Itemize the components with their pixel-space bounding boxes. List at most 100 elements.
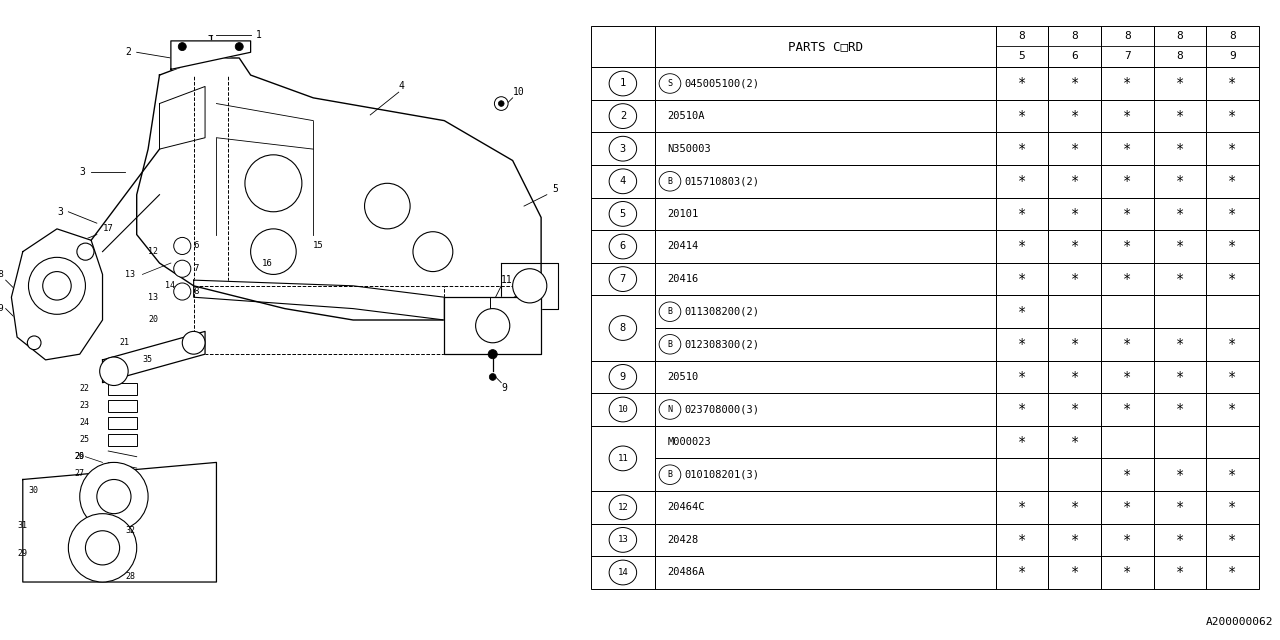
Circle shape [28, 257, 86, 314]
Bar [1153, 198, 1206, 230]
Bar [655, 263, 996, 296]
Text: *: * [1070, 272, 1079, 286]
Bar [1153, 426, 1206, 458]
Text: 10: 10 [617, 405, 628, 414]
Text: *: * [1018, 500, 1027, 515]
Text: 8: 8 [1124, 31, 1130, 41]
Circle shape [494, 97, 508, 110]
Bar [1048, 491, 1101, 524]
Text: *: * [1229, 207, 1236, 221]
Circle shape [27, 336, 41, 349]
Bar [996, 328, 1048, 360]
Bar [591, 230, 655, 263]
Bar [591, 67, 655, 100]
Bar [1206, 491, 1258, 524]
Text: 3: 3 [79, 167, 86, 177]
Bar [591, 426, 655, 491]
Text: *: * [1018, 77, 1027, 90]
Circle shape [476, 308, 509, 343]
Text: 10: 10 [512, 87, 525, 97]
Text: *: * [1175, 141, 1184, 156]
Bar [996, 524, 1048, 556]
Text: *: * [1175, 500, 1184, 515]
Bar [591, 100, 655, 132]
Text: 8: 8 [1176, 51, 1183, 61]
Bar [996, 360, 1048, 393]
Bar [655, 165, 996, 198]
Bar [1101, 458, 1153, 491]
Text: *: * [1229, 337, 1236, 351]
Text: *: * [1229, 500, 1236, 515]
Text: *: * [1018, 272, 1027, 286]
Bar [1048, 360, 1101, 393]
Text: *: * [1070, 337, 1079, 351]
Bar [655, 26, 996, 67]
Bar [1206, 67, 1258, 100]
Bar [996, 556, 1048, 589]
Text: *: * [1175, 239, 1184, 253]
Text: 18: 18 [0, 270, 5, 279]
Text: *: * [1123, 239, 1132, 253]
Text: *: * [1123, 109, 1132, 123]
Bar [1101, 67, 1153, 100]
Text: 1: 1 [620, 79, 626, 88]
Bar [109, 400, 137, 412]
Bar [655, 393, 996, 426]
Text: *: * [1229, 370, 1236, 384]
Text: *: * [1175, 109, 1184, 123]
Bar [1153, 100, 1206, 132]
Text: 8: 8 [1229, 31, 1235, 41]
Circle shape [513, 269, 547, 303]
Text: 27: 27 [74, 469, 84, 478]
Polygon shape [12, 229, 102, 360]
Bar [1101, 360, 1153, 393]
Text: *: * [1123, 141, 1132, 156]
Bar [1101, 165, 1153, 198]
Text: *: * [1070, 500, 1079, 515]
Bar [1153, 328, 1206, 360]
Bar [1206, 263, 1258, 296]
Bar [996, 198, 1048, 230]
Text: 11: 11 [502, 275, 513, 285]
Bar [1048, 296, 1101, 328]
Circle shape [251, 229, 296, 275]
Text: 30: 30 [28, 486, 38, 495]
Bar [1206, 556, 1258, 589]
Bar [591, 524, 655, 556]
Text: 7: 7 [193, 264, 198, 273]
Circle shape [236, 43, 243, 51]
Bar [1101, 263, 1153, 296]
Text: S: S [667, 79, 672, 88]
Text: *: * [1070, 566, 1079, 579]
Bar [1206, 165, 1258, 198]
Text: 20: 20 [148, 316, 159, 324]
Bar [1153, 393, 1206, 426]
Bar [1153, 296, 1206, 328]
Text: *: * [1175, 207, 1184, 221]
Text: *: * [1175, 468, 1184, 482]
Text: N: N [667, 405, 672, 414]
Text: 14: 14 [165, 282, 175, 291]
Text: 8: 8 [1176, 31, 1183, 41]
Text: *: * [1175, 533, 1184, 547]
Text: 35: 35 [142, 355, 152, 364]
Text: 24: 24 [79, 418, 90, 427]
Bar [655, 328, 996, 360]
Text: 2: 2 [125, 47, 131, 58]
Bar [1048, 198, 1101, 230]
Bar [591, 26, 655, 67]
Text: 15: 15 [314, 241, 324, 250]
Text: 5: 5 [553, 184, 558, 194]
Bar [1101, 230, 1153, 263]
Circle shape [488, 349, 497, 359]
Text: 3: 3 [620, 144, 626, 154]
Bar [655, 67, 996, 100]
Bar [591, 360, 655, 393]
Text: 6: 6 [1071, 51, 1078, 61]
Bar [655, 426, 996, 458]
Bar [1101, 393, 1153, 426]
Bar [1153, 263, 1206, 296]
Circle shape [174, 260, 191, 277]
Bar [1048, 556, 1101, 589]
Circle shape [86, 531, 119, 565]
